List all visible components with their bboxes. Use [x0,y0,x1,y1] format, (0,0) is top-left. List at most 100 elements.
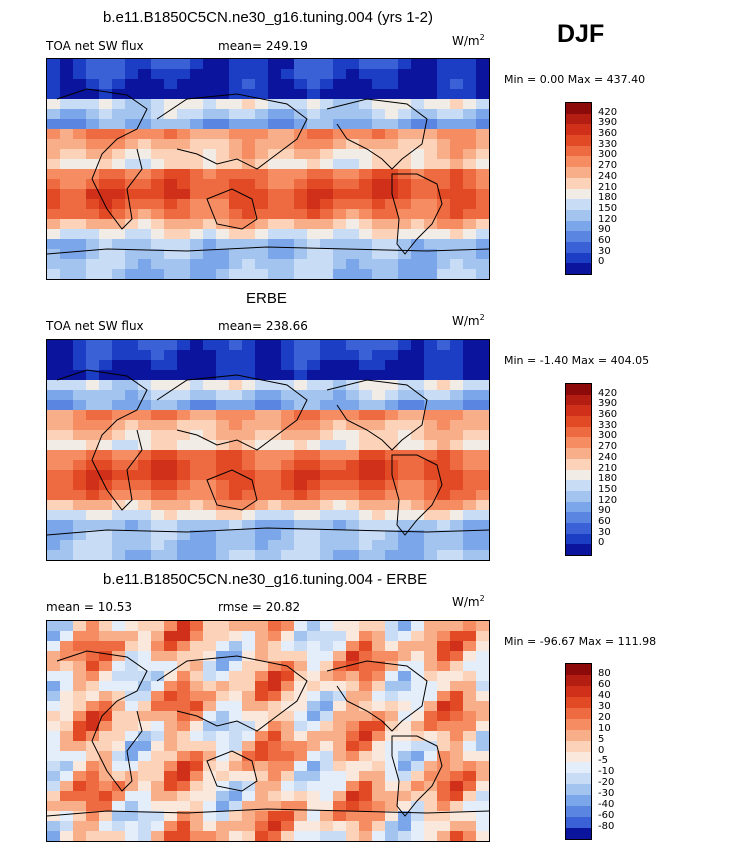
field-cell [281,59,295,70]
panel2-colorbar [565,383,592,556]
field-cell [99,460,113,471]
field-cell [99,671,113,682]
field-cell [268,159,282,170]
field-cell [307,129,321,140]
field-cell [411,179,425,190]
field-cell [281,159,295,170]
field-cell [112,209,126,220]
field-cell [333,440,347,451]
field-cell [398,370,412,381]
field-cell [476,199,489,210]
field-cell [411,209,425,220]
field-cell [307,691,321,702]
field-cell [307,119,321,130]
field-cell [229,781,243,792]
field-cell [47,741,61,752]
field-cell [99,239,113,250]
field-cell [112,69,126,80]
field-cell [203,229,217,240]
field-cell [268,671,282,682]
field-cell [47,189,61,200]
field-cell [190,239,204,250]
field-cell [203,149,217,160]
field-cell [463,259,477,270]
field-cell [294,189,308,200]
field-cell [359,179,373,190]
field-cell [307,480,321,491]
field-cell [333,99,347,110]
field-cell [86,651,100,662]
field-cell [99,229,113,240]
field-cell [372,711,386,722]
field-cell [177,340,191,351]
field-cell [398,631,412,642]
field-cell [177,69,191,80]
field-cell [203,129,217,140]
field-cell [229,530,243,541]
field-cell [346,460,360,471]
field-cell [242,821,256,832]
field-cell [99,791,113,802]
field-cell [242,540,256,551]
field-cell [177,631,191,642]
field-cell [112,340,126,351]
field-cell [73,520,87,531]
field-cell [73,410,87,421]
field-cell [385,59,399,70]
coastline [156,655,308,732]
field-cell [216,159,230,170]
field-cell [476,360,489,371]
field-cell [60,711,74,722]
field-cell [320,139,334,150]
field-cell [164,179,178,190]
field-cell [476,350,489,361]
field-cell [450,259,464,270]
field-cell [307,390,321,401]
field-cell [372,99,386,110]
field-cell [177,179,191,190]
field-cell [164,771,178,782]
field-cell [281,530,295,541]
field-cell [255,651,269,662]
field-cell [476,550,489,560]
field-cell [86,480,100,491]
field-cell [398,550,412,560]
field-cell [281,259,295,270]
field-cell [372,490,386,501]
field-cell [320,681,334,692]
field-cell [411,239,425,250]
field-cell [60,751,74,762]
field-cell [463,741,477,752]
field-cell [476,801,489,812]
field-cell [450,149,464,160]
field-cell [268,641,282,652]
field-cell [151,440,165,451]
field-cell [385,199,399,210]
field-cell [450,741,464,752]
field-cell [203,119,217,130]
field-cell [60,159,74,170]
field-cell [151,781,165,792]
field-cell [86,400,100,411]
field-cell [294,480,308,491]
colorbar-tick-label: 30 [598,700,611,712]
field-cell [203,801,217,812]
field-cell [372,761,386,772]
colorbar-tick-label: 180 [598,192,618,204]
field-cell [333,520,347,531]
field-cell [372,440,386,451]
field-cell [307,179,321,190]
field-cell [307,189,321,200]
field-cell [385,400,399,411]
field-cell [294,691,308,702]
field-cell [333,229,347,240]
field-cell [424,390,438,401]
field-cell [476,711,489,722]
field-cell [255,420,269,431]
field-cell [424,731,438,742]
field-cell [333,420,347,431]
field-cell [177,79,191,90]
field-cell [281,771,295,782]
field-cell [398,791,412,802]
field-cell [411,771,425,782]
